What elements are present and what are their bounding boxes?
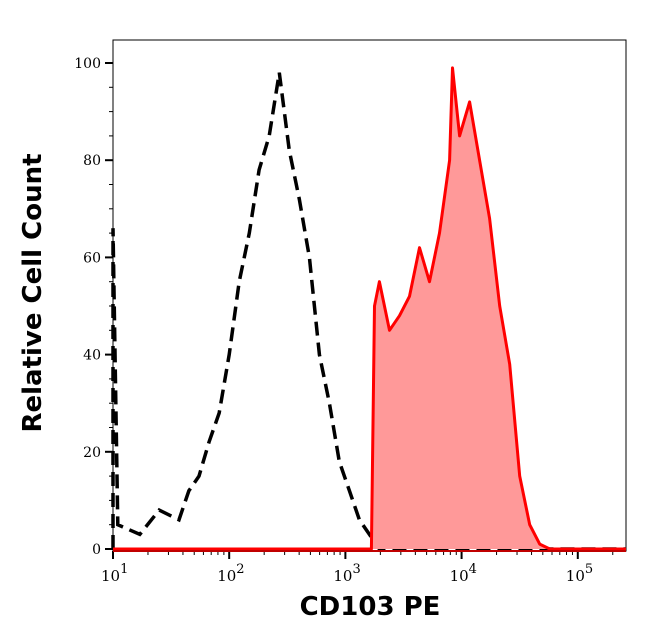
y-tick-label: 100 bbox=[74, 56, 101, 72]
y-tick-label: 80 bbox=[83, 153, 101, 169]
series-fill-cd103 bbox=[113, 67, 626, 550]
y-axis-label: Relative Cell Count bbox=[18, 153, 48, 433]
x-tick-label: 105 bbox=[566, 562, 593, 585]
plot-frame bbox=[112, 39, 627, 552]
x-tick-label: 104 bbox=[450, 562, 477, 585]
x-tick-label: 102 bbox=[217, 562, 244, 585]
y-tick-label: 20 bbox=[83, 445, 101, 461]
series-line-cd103 bbox=[113, 66, 626, 551]
x-tick-label: 101 bbox=[101, 562, 128, 585]
y-tick-label: 40 bbox=[83, 348, 101, 364]
y-tick-label: 0 bbox=[92, 542, 101, 558]
x-axis-label: CD103 PE bbox=[299, 592, 441, 622]
series-line-isotype bbox=[111, 72, 626, 551]
x-tick-label: 103 bbox=[333, 562, 360, 585]
y-tick-label: 60 bbox=[83, 250, 101, 266]
